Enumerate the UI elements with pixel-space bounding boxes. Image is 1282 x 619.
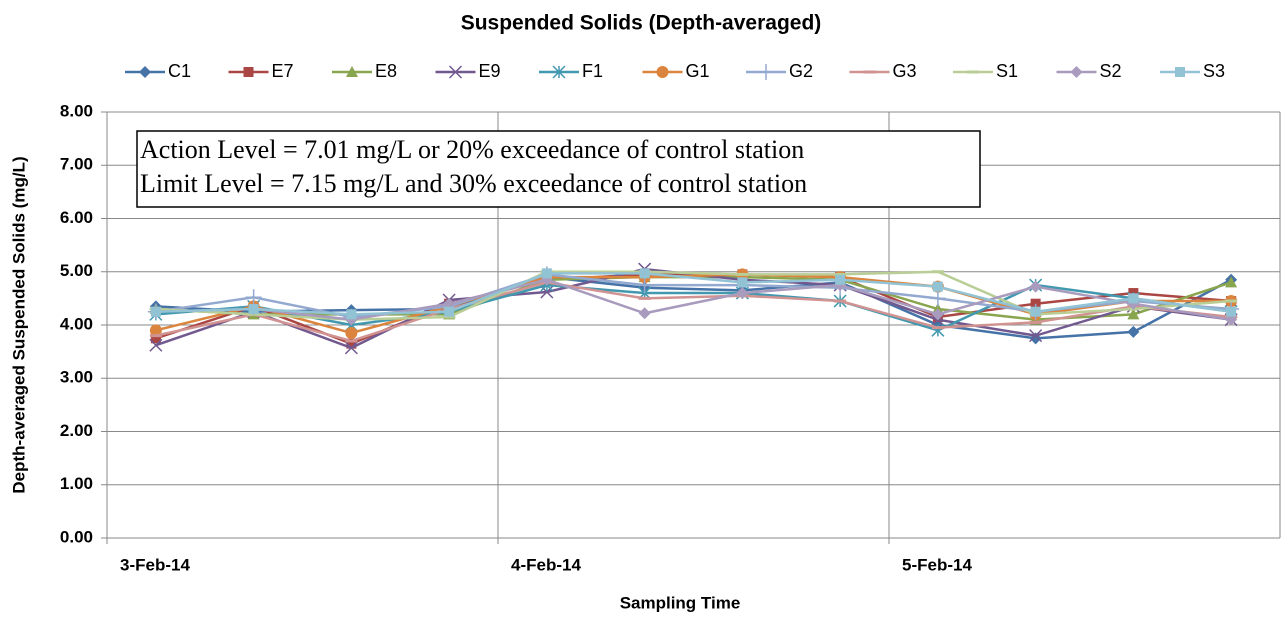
- marker: [929, 290, 946, 307]
- marker: [139, 66, 151, 78]
- series-line: [155, 281, 1232, 343]
- marker: [758, 64, 774, 80]
- marker: [931, 308, 944, 321]
- chart-title: Suspended Solids (Depth-averaged): [461, 12, 822, 35]
- y-axis-label: Depth-averaged Suspended Solids (mg/L): [9, 156, 28, 493]
- marker: [1175, 67, 1185, 77]
- series-line: [155, 267, 1232, 350]
- marker: [736, 287, 749, 300]
- legend-label: G1: [686, 61, 710, 81]
- y-tick-label: 4.00: [60, 314, 93, 333]
- marker: [636, 277, 653, 294]
- marker: [540, 285, 554, 299]
- y-tick-label: 8.00: [60, 101, 93, 120]
- marker: [1225, 276, 1238, 288]
- y-tick-label: 2.00: [60, 421, 93, 440]
- marker: [656, 66, 669, 78]
- marker: [346, 66, 358, 77]
- legend-label: C1: [168, 61, 191, 81]
- marker: [243, 67, 254, 77]
- marker: [149, 324, 162, 337]
- series-line: [155, 275, 1232, 340]
- marker: [248, 304, 259, 315]
- marker: [345, 326, 358, 339]
- y-tick-label: 3.00: [60, 368, 93, 387]
- marker: [346, 338, 357, 349]
- legend-label: G2: [789, 61, 813, 81]
- marker: [932, 281, 943, 292]
- marker: [344, 341, 358, 355]
- legend-label: E7: [272, 61, 294, 81]
- marker: [1127, 308, 1140, 320]
- series-line: [155, 283, 1232, 332]
- marker: [1030, 306, 1041, 317]
- annotation: Limit Level = 7.15 mg/L and 30% exceedan…: [140, 169, 807, 198]
- marker: [552, 65, 566, 79]
- legend-label: S3: [1203, 61, 1225, 81]
- legend-label: F1: [582, 61, 603, 81]
- series-line: [155, 278, 1232, 321]
- marker: [1128, 293, 1139, 304]
- marker: [541, 268, 552, 279]
- x-tick-label: 3-Feb-14: [120, 555, 190, 574]
- y-tick-label: 0.00: [60, 527, 93, 546]
- marker: [346, 309, 357, 320]
- y-tick-label: 5.00: [60, 261, 93, 280]
- marker: [149, 338, 163, 352]
- y-tick-label: 7.00: [60, 155, 93, 174]
- legend-label: S2: [1100, 61, 1122, 81]
- marker: [1127, 325, 1140, 338]
- marker: [245, 289, 262, 306]
- marker: [448, 65, 463, 79]
- marker: [444, 306, 455, 317]
- series-line: [155, 273, 1232, 335]
- annotation: Action Level = 7.01 mg/L or 20% exceedan…: [140, 135, 804, 164]
- marker: [639, 268, 650, 279]
- legend-label: G3: [893, 61, 917, 81]
- marker: [150, 306, 161, 317]
- legend-label: E8: [375, 61, 397, 81]
- x-tick-label: 4-Feb-14: [511, 555, 581, 574]
- marker: [835, 274, 846, 285]
- marker: [1070, 66, 1083, 78]
- x-axis-label: Sampling Time: [620, 593, 741, 612]
- marker: [638, 307, 651, 320]
- marker: [737, 277, 748, 288]
- legend-label: E9: [479, 61, 501, 81]
- x-tick-label: 5-Feb-14: [902, 555, 972, 574]
- marker: [1029, 329, 1043, 343]
- y-tick-label: 1.00: [60, 474, 93, 493]
- annotation-box: [136, 130, 981, 208]
- marker: [150, 333, 161, 344]
- y-tick-label: 6.00: [60, 208, 93, 227]
- marker: [1029, 280, 1042, 293]
- legend-label: S1: [996, 61, 1018, 81]
- series-line: [155, 272, 1232, 316]
- marker: [1226, 306, 1237, 317]
